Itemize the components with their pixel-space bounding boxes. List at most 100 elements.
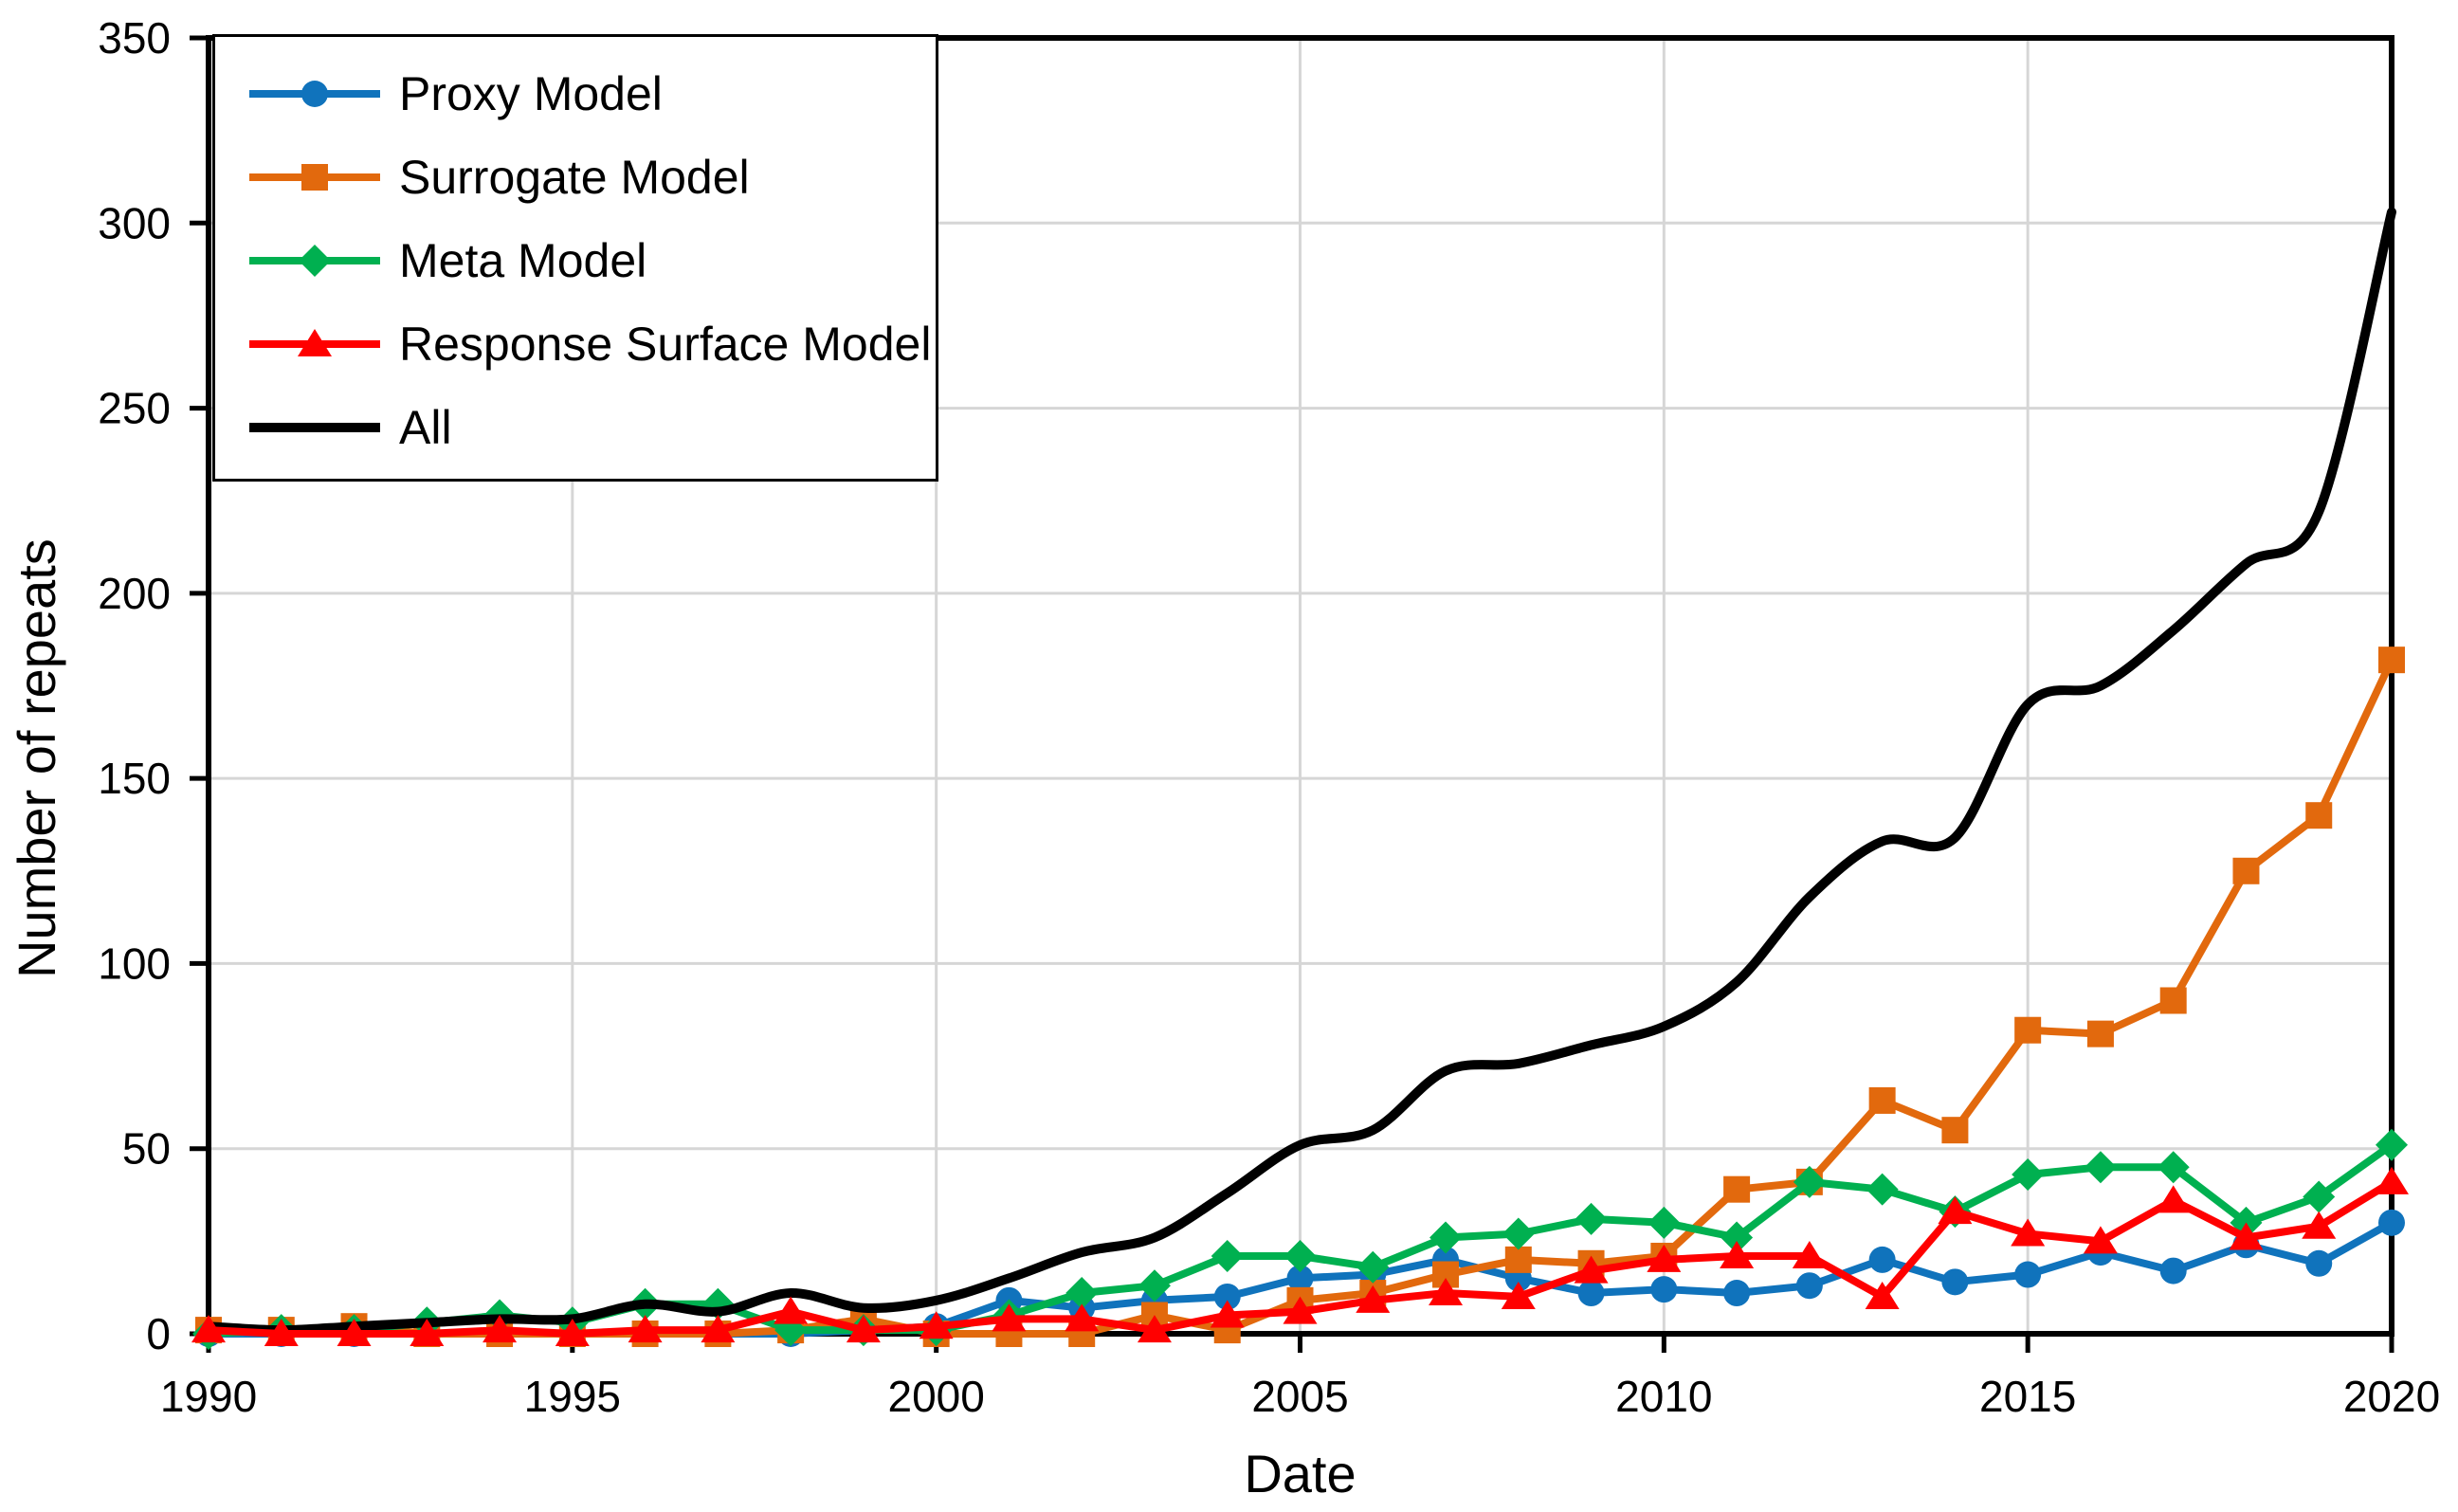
data-point-surrogate-model xyxy=(2014,1016,2042,1044)
data-point-surrogate-model xyxy=(2378,647,2405,674)
y-tick-label: 300 xyxy=(98,198,171,247)
data-point-response-surface-model xyxy=(2156,1185,2191,1213)
data-point-response-surface-model xyxy=(2229,1222,2264,1250)
data-point-surrogate-model xyxy=(1868,1086,1896,1114)
data-point-response-surface-model xyxy=(919,1311,954,1339)
data-point-response-surface-model xyxy=(2083,1226,2118,1254)
data-point-surrogate-model xyxy=(2232,857,2260,884)
data-point-response-surface-model xyxy=(1574,1255,1609,1284)
data-point-response-surface-model xyxy=(1429,1278,1464,1306)
surrogate-model-marker-icon xyxy=(249,164,380,191)
legend-item-meta-model: Meta Model xyxy=(244,219,926,302)
data-point-response-surface-model xyxy=(1865,1281,1900,1309)
x-tick-label: 1995 xyxy=(524,1372,621,1421)
legend-item-surrogate-model: Surrogate Model xyxy=(244,136,926,219)
data-point-surrogate-model xyxy=(1504,1246,1532,1273)
data-point-meta-model xyxy=(1065,1277,1099,1310)
data-point-response-surface-model xyxy=(846,1315,881,1343)
data-point-meta-model xyxy=(1866,1173,1899,1206)
x-tick-label: 2020 xyxy=(2343,1372,2440,1421)
data-point-proxy-model xyxy=(1795,1272,1823,1300)
legend-marker xyxy=(298,329,332,356)
legend-label: Proxy Model xyxy=(399,67,663,120)
y-tick-label: 350 xyxy=(98,13,171,63)
data-point-response-surface-model xyxy=(1647,1244,1682,1272)
data-point-proxy-model xyxy=(1868,1246,1896,1273)
x-axis-title: Date xyxy=(1244,1444,1356,1503)
legend-item-proxy-model: Proxy Model xyxy=(244,52,926,136)
data-point-meta-model xyxy=(1211,1239,1244,1272)
y-tick-label: 250 xyxy=(98,384,171,433)
legend-item-response-surface-model: Response Surface Model xyxy=(244,302,931,386)
series-line-all xyxy=(204,207,2396,1336)
data-point-meta-model xyxy=(2157,1151,2190,1184)
data-point-meta-model xyxy=(1721,1221,1754,1254)
data-point-response-surface-model xyxy=(1065,1303,1100,1332)
data-point-response-surface-model xyxy=(2302,1211,2337,1239)
all-series-line-icon xyxy=(249,423,380,432)
data-point-surrogate-model xyxy=(1941,1117,1969,1144)
data-point-response-surface-model xyxy=(1501,1281,1536,1309)
data-point-response-surface-model xyxy=(1356,1284,1391,1313)
y-tick-label: 200 xyxy=(98,569,171,618)
series-response-surface-model xyxy=(191,1166,2409,1346)
data-point-response-surface-model xyxy=(1720,1240,1755,1268)
data-point-proxy-model xyxy=(2305,1249,2333,1277)
x-tick-label: 2000 xyxy=(887,1372,984,1421)
data-point-response-surface-model xyxy=(264,1319,299,1346)
legend-label: Meta Model xyxy=(399,234,647,287)
x-tick-label: 1990 xyxy=(160,1372,257,1421)
data-point-meta-model xyxy=(1284,1239,1317,1272)
data-point-meta-model xyxy=(1648,1206,1681,1239)
data-point-response-surface-model xyxy=(1792,1240,1827,1268)
data-point-surrogate-model xyxy=(2305,802,2333,829)
data-point-response-surface-model xyxy=(628,1315,663,1343)
y-tick-label: 100 xyxy=(98,938,171,988)
data-point-meta-model xyxy=(1575,1202,1608,1235)
data-point-meta-model xyxy=(2084,1151,2117,1184)
legend-marker xyxy=(299,245,331,277)
data-point-proxy-model xyxy=(1286,1265,1314,1292)
series-all xyxy=(204,207,2396,1336)
x-tick-label: 2010 xyxy=(1615,1372,1712,1421)
proxy-model-marker-icon xyxy=(249,81,380,107)
x-tick-label: 2005 xyxy=(1251,1372,1348,1421)
data-point-meta-model xyxy=(1429,1221,1463,1254)
y-tick-label: 0 xyxy=(146,1309,171,1358)
legend-item-all: All xyxy=(244,386,926,469)
data-point-response-surface-model xyxy=(701,1315,736,1343)
data-point-meta-model xyxy=(1356,1250,1390,1284)
data-point-meta-model xyxy=(2376,1128,2408,1161)
response-surface-model-marker-icon xyxy=(249,329,380,356)
data-point-response-surface-model xyxy=(1210,1300,1245,1328)
data-point-response-surface-model xyxy=(191,1315,226,1343)
data-point-surrogate-model xyxy=(2159,987,2187,1014)
data-point-proxy-model xyxy=(1213,1283,1241,1310)
data-point-response-surface-model xyxy=(1283,1296,1318,1324)
y-tick-label: 50 xyxy=(122,1124,171,1174)
data-point-response-surface-model xyxy=(482,1315,518,1343)
legend-label: Response Surface Model xyxy=(399,318,932,371)
legend-label: Surrogate Model xyxy=(399,151,750,204)
data-point-proxy-model xyxy=(2378,1209,2405,1236)
data-point-proxy-model xyxy=(1941,1268,1969,1296)
data-point-surrogate-model xyxy=(2086,1020,2114,1047)
data-point-meta-model xyxy=(1793,1165,1826,1198)
meta-model-marker-icon xyxy=(249,245,380,277)
data-point-response-surface-model xyxy=(774,1296,809,1324)
data-point-meta-model xyxy=(1502,1217,1535,1250)
data-point-surrogate-model xyxy=(1723,1175,1751,1203)
legend: Proxy Model Surrogate Model Meta Model R… xyxy=(212,34,938,482)
data-point-response-surface-model xyxy=(992,1303,1027,1332)
y-tick-label: 150 xyxy=(98,754,171,803)
data-point-proxy-model xyxy=(2159,1257,2187,1284)
data-point-meta-model xyxy=(2303,1180,2336,1213)
data-point-response-surface-model xyxy=(1938,1196,1973,1225)
data-point-proxy-model xyxy=(2014,1261,2042,1288)
legend-marker xyxy=(301,164,328,191)
data-point-proxy-model xyxy=(1650,1276,1678,1303)
data-point-meta-model xyxy=(1138,1269,1171,1303)
data-point-proxy-model xyxy=(1723,1280,1751,1307)
data-point-response-surface-model xyxy=(2375,1166,2409,1194)
